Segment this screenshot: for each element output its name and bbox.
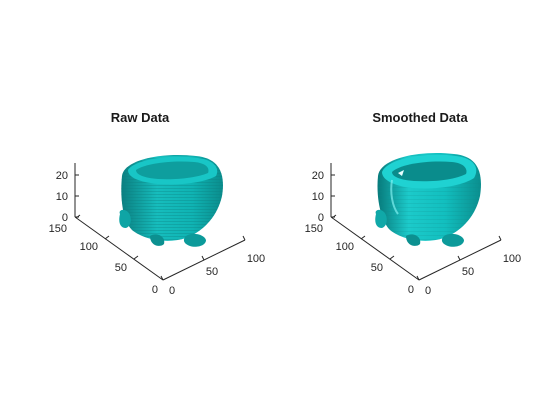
raw-data-axes: 0 10 20 0 50 100 150 0 50 100 [49,154,265,297]
y-tick-100: 100 [336,241,354,253]
y-tick-100: 100 [80,241,98,253]
z-tick-10: 10 [56,191,68,203]
smoothed-data-axes: 0 10 20 0 50 100 150 0 50 100 [305,152,521,297]
x-tick-50: 50 [462,266,474,278]
y-tick-50: 50 [115,262,127,274]
x-tick-0: 0 [169,285,175,297]
raw-data-panel: Raw Data 0 [49,110,266,297]
y-tick-150: 150 [49,223,67,235]
z-tick-0: 0 [318,212,324,224]
y-tick-0: 0 [408,284,414,296]
x-tick-0: 0 [425,285,431,297]
y-axis-line [74,216,164,281]
y-axis-line [330,216,420,281]
x-tick-100: 100 [503,253,521,265]
raw-isosurface [119,154,223,247]
y-tick-150: 150 [305,223,323,235]
z-tick-20: 20 [312,170,324,182]
z-tick-0: 0 [62,212,68,224]
y-tick-0: 0 [152,284,158,296]
smoothed-data-title: Smoothed Data [372,110,468,125]
x-tick-50: 50 [206,266,218,278]
y-tick-50: 50 [371,262,383,274]
smoothed-data-panel: Smoothed Data 0 10 [280,0,560,420]
raw-data-title: Raw Data [110,110,170,125]
x-tick-100: 100 [247,253,265,265]
z-tick-10: 10 [312,191,324,203]
smoothed-isosurface [375,152,481,247]
z-tick-20: 20 [56,170,68,182]
